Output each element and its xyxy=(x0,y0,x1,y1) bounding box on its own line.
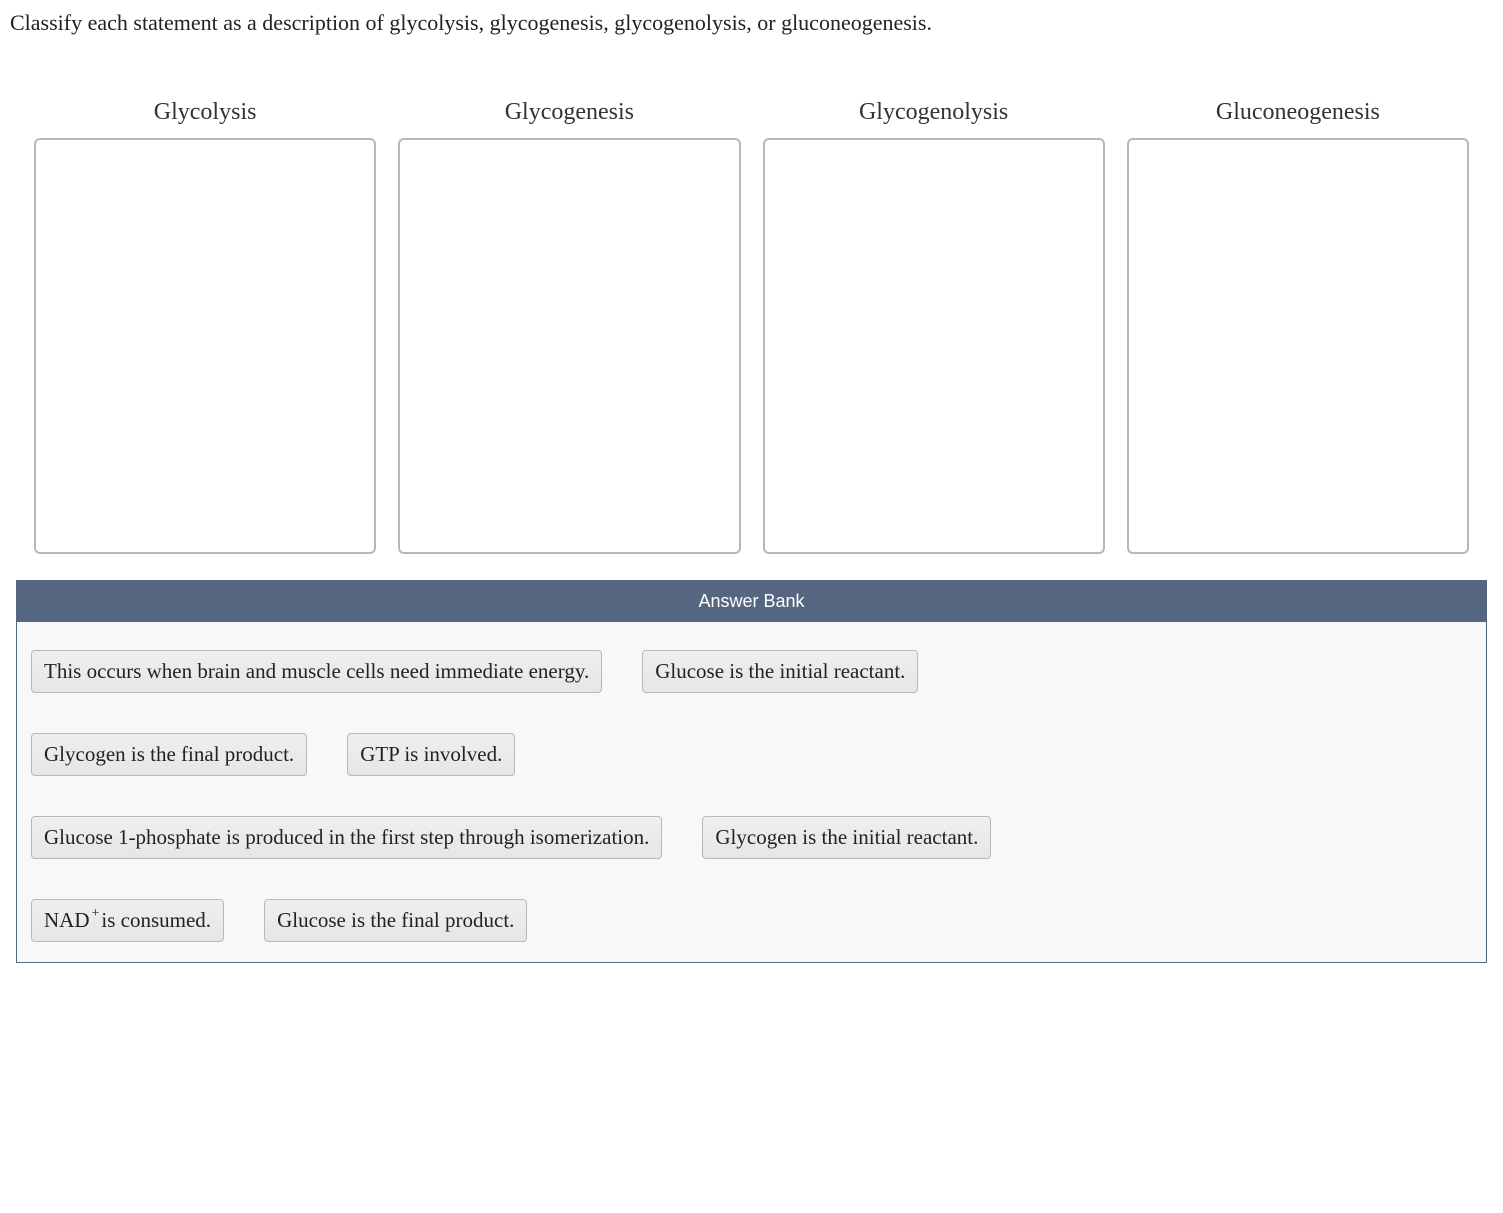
dropzone-glycogenesis[interactable] xyxy=(398,138,740,554)
chip-text-post: is consumed. xyxy=(101,908,211,933)
category-glycolysis: Glycolysis xyxy=(34,99,376,554)
category-title: Glycogenesis xyxy=(505,99,634,126)
question-text: Classify each statement as a description… xyxy=(10,8,1493,39)
chip-gtp-involved[interactable]: GTP is involved. xyxy=(347,733,515,776)
dropzone-glycogenolysis[interactable] xyxy=(763,138,1105,554)
answer-bank-body: This occurs when brain and muscle cells … xyxy=(17,622,1486,962)
chip-glycogen-initial[interactable]: Glycogen is the initial reactant. xyxy=(702,816,991,859)
answer-row: NAD+ is consumed. Glucose is the final p… xyxy=(31,899,1472,942)
answer-bank-header: Answer Bank xyxy=(17,581,1486,622)
category-gluconeogenesis: Gluconeogenesis xyxy=(1127,99,1469,554)
chip-immediate-energy[interactable]: This occurs when brain and muscle cells … xyxy=(31,650,602,693)
chip-glucose-initial[interactable]: Glucose is the initial reactant. xyxy=(642,650,918,693)
answer-row: Glycogen is the final product. GTP is in… xyxy=(31,733,1472,776)
category-glycogenolysis: Glycogenolysis xyxy=(763,99,1105,554)
category-title: Glycolysis xyxy=(154,99,257,126)
answer-row: Glucose 1-phosphate is produced in the f… xyxy=(31,816,1472,859)
category-glycogenesis: Glycogenesis xyxy=(398,99,740,554)
answer-bank: Answer Bank This occurs when brain and m… xyxy=(16,580,1487,963)
chip-text-pre: NAD xyxy=(44,908,90,933)
categories-row: Glycolysis Glycogenesis Glycogenolysis G… xyxy=(10,99,1493,554)
dropzone-glycolysis[interactable] xyxy=(34,138,376,554)
chip-nad-consumed[interactable]: NAD+ is consumed. xyxy=(31,899,224,942)
chip-glucose-final[interactable]: Glucose is the final product. xyxy=(264,899,527,942)
category-title: Gluconeogenesis xyxy=(1216,99,1380,126)
chip-glycogen-final[interactable]: Glycogen is the final product. xyxy=(31,733,307,776)
category-title: Glycogenolysis xyxy=(859,99,1008,126)
chip-g1p-isomerization[interactable]: Glucose 1-phosphate is produced in the f… xyxy=(31,816,662,859)
dropzone-gluconeogenesis[interactable] xyxy=(1127,138,1469,554)
chip-text-sup: + xyxy=(92,906,100,922)
answer-row: This occurs when brain and muscle cells … xyxy=(31,650,1472,693)
